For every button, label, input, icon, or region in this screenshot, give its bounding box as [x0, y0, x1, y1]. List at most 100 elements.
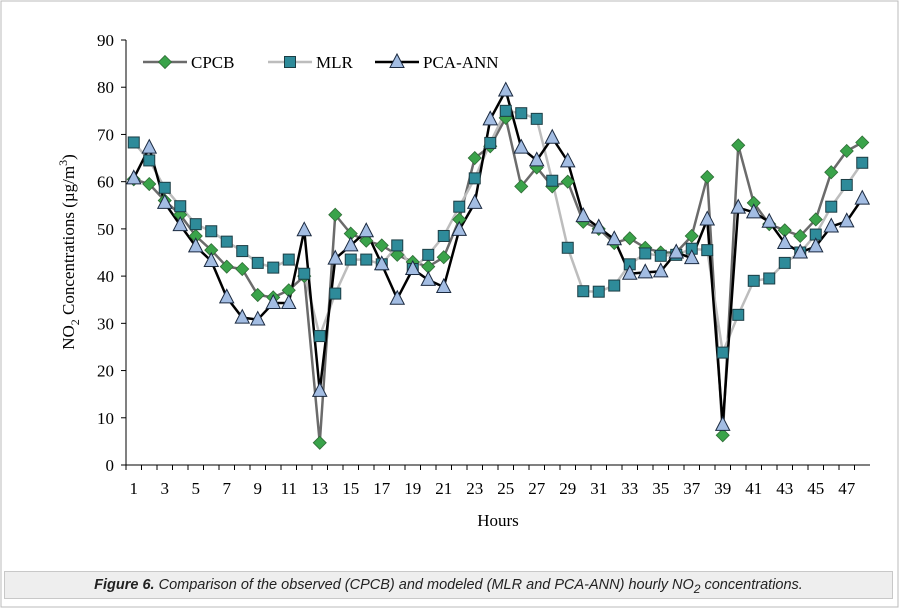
- y-tick-label: 40: [97, 267, 114, 286]
- marker: [312, 435, 327, 450]
- marker: [235, 261, 250, 277]
- caption-text2: concentrations.: [700, 577, 803, 593]
- marker: [544, 128, 561, 144]
- marker: [468, 172, 481, 185]
- marker: [668, 243, 685, 259]
- marker: [219, 259, 234, 274]
- marker: [807, 237, 824, 253]
- marker: [391, 239, 404, 252]
- marker: [313, 330, 326, 343]
- marker: [808, 212, 823, 227]
- x-tick-label: 43: [776, 479, 793, 498]
- x-tick-label: 29: [559, 479, 576, 498]
- caption-text: Comparison of the observed (CPCB) and mo…: [158, 577, 694, 593]
- marker: [513, 138, 530, 154]
- marker: [374, 238, 389, 253]
- x-tick-label: 11: [281, 479, 297, 498]
- marker: [451, 220, 468, 236]
- y-tick-label: 60: [97, 173, 114, 192]
- legend-marker: [389, 52, 405, 68]
- x-tick-label: 19: [404, 479, 421, 498]
- x-tick-label: 25: [497, 479, 514, 498]
- marker: [282, 253, 295, 266]
- marker: [125, 169, 142, 185]
- marker: [745, 203, 762, 219]
- marker: [514, 179, 529, 194]
- marker: [701, 244, 714, 257]
- x-tick-label: 5: [192, 479, 201, 498]
- marker: [515, 107, 528, 120]
- x-tick-label: 27: [528, 479, 546, 498]
- x-tick-label: 45: [807, 479, 824, 498]
- marker: [639, 247, 652, 260]
- marker: [747, 274, 760, 287]
- marker: [267, 261, 280, 274]
- marker: [453, 200, 466, 213]
- marker: [608, 279, 621, 292]
- y-label-sub: 2: [68, 319, 82, 325]
- marker: [205, 225, 218, 238]
- marker: [622, 231, 637, 246]
- marker: [158, 181, 171, 194]
- x-tick-label: 33: [621, 479, 638, 498]
- x-tick-label: 37: [683, 479, 701, 498]
- marker: [654, 249, 667, 262]
- marker: [823, 217, 840, 233]
- legend-marker: [157, 54, 173, 70]
- marker: [715, 428, 730, 443]
- y-label-text3: ): [59, 154, 78, 160]
- marker: [437, 229, 450, 242]
- marker: [404, 259, 421, 276]
- marker: [606, 230, 623, 246]
- marker: [127, 136, 140, 149]
- marker: [156, 193, 173, 209]
- marker: [730, 198, 747, 214]
- y-tick-label: 80: [97, 78, 114, 97]
- marker: [761, 212, 778, 228]
- x-tick-label: 7: [223, 479, 232, 498]
- marker: [560, 174, 575, 189]
- marker: [342, 236, 359, 252]
- y-label-text: NO: [59, 325, 78, 350]
- marker: [683, 249, 700, 265]
- y-label-text2: Concentrations (µg/m: [59, 166, 78, 319]
- marker: [716, 346, 729, 359]
- marker: [249, 310, 266, 326]
- marker: [684, 228, 699, 244]
- marker: [328, 207, 343, 222]
- marker: [203, 251, 220, 267]
- marker: [220, 235, 233, 248]
- x-tick-label: 15: [342, 479, 359, 498]
- marker: [436, 250, 451, 265]
- marker: [329, 287, 342, 300]
- x-tick-label: 17: [373, 479, 391, 498]
- marker: [360, 253, 373, 266]
- marker: [187, 237, 204, 253]
- marker: [652, 262, 669, 278]
- marker: [497, 81, 514, 97]
- marker: [265, 293, 282, 310]
- marker: [778, 256, 791, 269]
- marker: [499, 104, 512, 117]
- marker: [763, 272, 776, 285]
- marker: [855, 135, 870, 150]
- marker: [575, 207, 592, 223]
- marker: [792, 243, 809, 259]
- x-tick-label: 31: [590, 479, 607, 498]
- marker: [621, 264, 638, 280]
- caption-label: Figure 6.: [94, 577, 155, 593]
- marker: [854, 189, 871, 205]
- marker: [218, 288, 235, 304]
- marker: [143, 154, 156, 167]
- marker: [435, 277, 452, 293]
- marker: [466, 193, 483, 209]
- legend-label: CPCB: [191, 53, 234, 72]
- marker: [174, 200, 187, 213]
- y-tick-label: 20: [97, 362, 114, 381]
- y-tick-label: 10: [97, 409, 114, 428]
- marker: [344, 253, 357, 266]
- marker: [839, 143, 854, 159]
- x-tick-label: 35: [652, 479, 669, 498]
- x-tick-label: 9: [254, 479, 263, 498]
